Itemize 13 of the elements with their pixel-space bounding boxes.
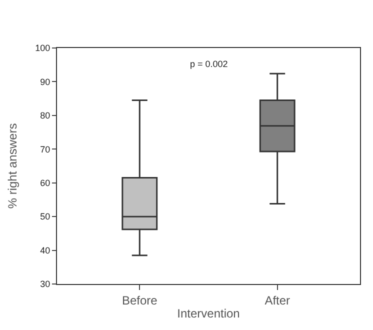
x-axis-title: Intervention xyxy=(177,306,240,320)
y-tick-label: 100 xyxy=(35,43,50,54)
y-tick-label: 70 xyxy=(40,144,50,154)
y-tick-label: 90 xyxy=(40,76,50,87)
y-tick-label: 80 xyxy=(40,110,50,121)
y-axis-title: % right answers xyxy=(5,123,20,209)
y-tick-label: 30 xyxy=(40,279,50,290)
annotation: p = 0.002 xyxy=(190,59,228,69)
y-tick-label: 50 xyxy=(40,212,50,222)
x-tick-label: After xyxy=(264,293,290,308)
y-tick-label: 40 xyxy=(40,245,50,256)
x-tick-label: Before xyxy=(122,293,158,308)
y-tick-label: 60 xyxy=(40,178,50,188)
